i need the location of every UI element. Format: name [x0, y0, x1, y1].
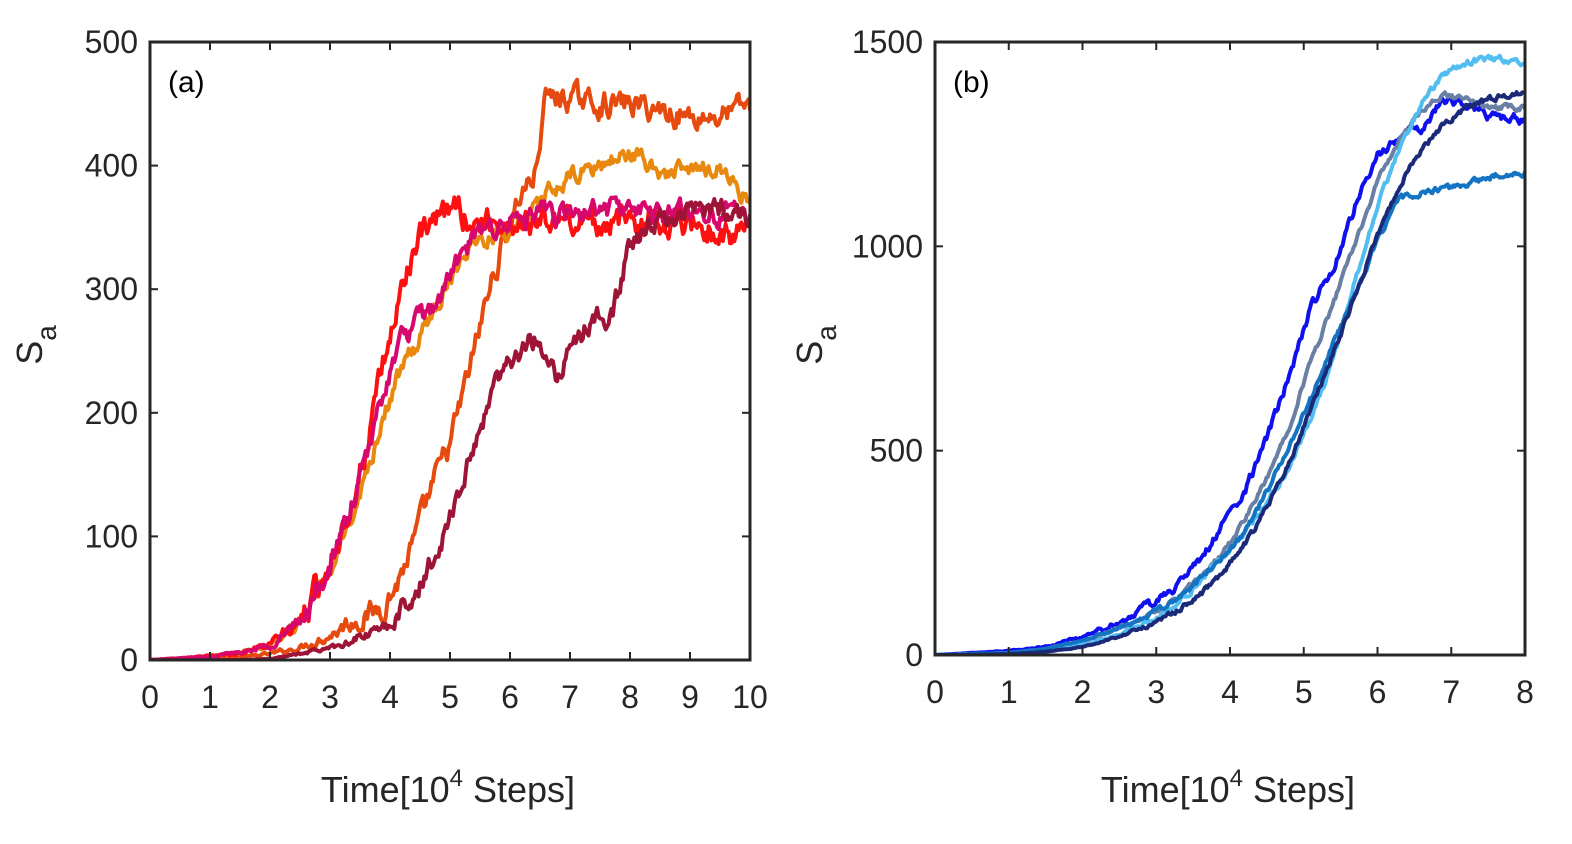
y-axis-label: Sa	[9, 325, 62, 365]
series-line-3	[150, 195, 750, 660]
y-tick-label: 1500	[852, 24, 923, 60]
x-tick-label: 9	[681, 679, 699, 715]
series-line-5	[935, 90, 1525, 655]
y-tick-label: 0	[120, 642, 138, 678]
x-tick-label: 5	[441, 679, 459, 715]
x-tick-label: 7	[561, 679, 579, 715]
x-axis-label: Time[104 Steps]	[321, 765, 575, 810]
series-group	[935, 53, 1525, 655]
x-tick-label: 4	[381, 679, 399, 715]
x-tick-label: 0	[926, 674, 944, 710]
panel-b: 0 1 2 3 4 5 6 7 8 0 500 1000 1500 (b) Time[104 Steps] S…	[789, 24, 1534, 810]
x-tick-label: 1	[201, 679, 219, 715]
x-tick-label: 4	[1221, 674, 1239, 710]
panel-a: 0 1 2 3 4 5 6 7 8 9 100100200300400500(a)Time[104 …	[9, 24, 768, 810]
plot-frame	[148, 40, 752, 662]
x-tick-label: 8	[1516, 674, 1534, 710]
y-tick-label: 400	[85, 148, 138, 184]
x-tick-label: 6	[1369, 674, 1387, 710]
panel-label: (b)	[953, 66, 990, 99]
x-axis-label: Time[104 Steps]	[1101, 765, 1355, 810]
x-tick-label: 7	[1442, 674, 1460, 710]
y-tick-label: 300	[85, 271, 138, 307]
series-group	[150, 77, 750, 660]
x-tick-label: 1	[1000, 674, 1018, 710]
y-tick-label: 0	[905, 637, 923, 673]
y-tick-label: 200	[85, 395, 138, 431]
series-line-5	[150, 197, 750, 660]
series-line-2	[935, 90, 1525, 655]
x-tick-label: 0	[141, 679, 159, 715]
x-tick-label: 10	[732, 679, 768, 715]
x-tick-label: 2	[1074, 674, 1092, 710]
x-tick-label: 6	[501, 679, 519, 715]
x-tick-label: 2	[261, 679, 279, 715]
x-tick-label: 5	[1295, 674, 1313, 710]
series-line-4	[150, 195, 750, 660]
x-tick-label: 3	[1147, 674, 1165, 710]
series-line-1	[150, 77, 750, 660]
x-tick-label: 8	[621, 679, 639, 715]
series-line-4	[935, 170, 1525, 655]
y-tick-label: 500	[870, 433, 923, 469]
panel-label: (a)	[168, 66, 205, 99]
x-tick-label: 3	[321, 679, 339, 715]
y-tick-label: 1000	[852, 228, 923, 264]
y-tick-label: 100	[85, 518, 138, 554]
y-axis-label: Sa	[789, 325, 842, 365]
y-tick-label: 500	[85, 24, 138, 60]
series-line-1	[935, 93, 1525, 655]
